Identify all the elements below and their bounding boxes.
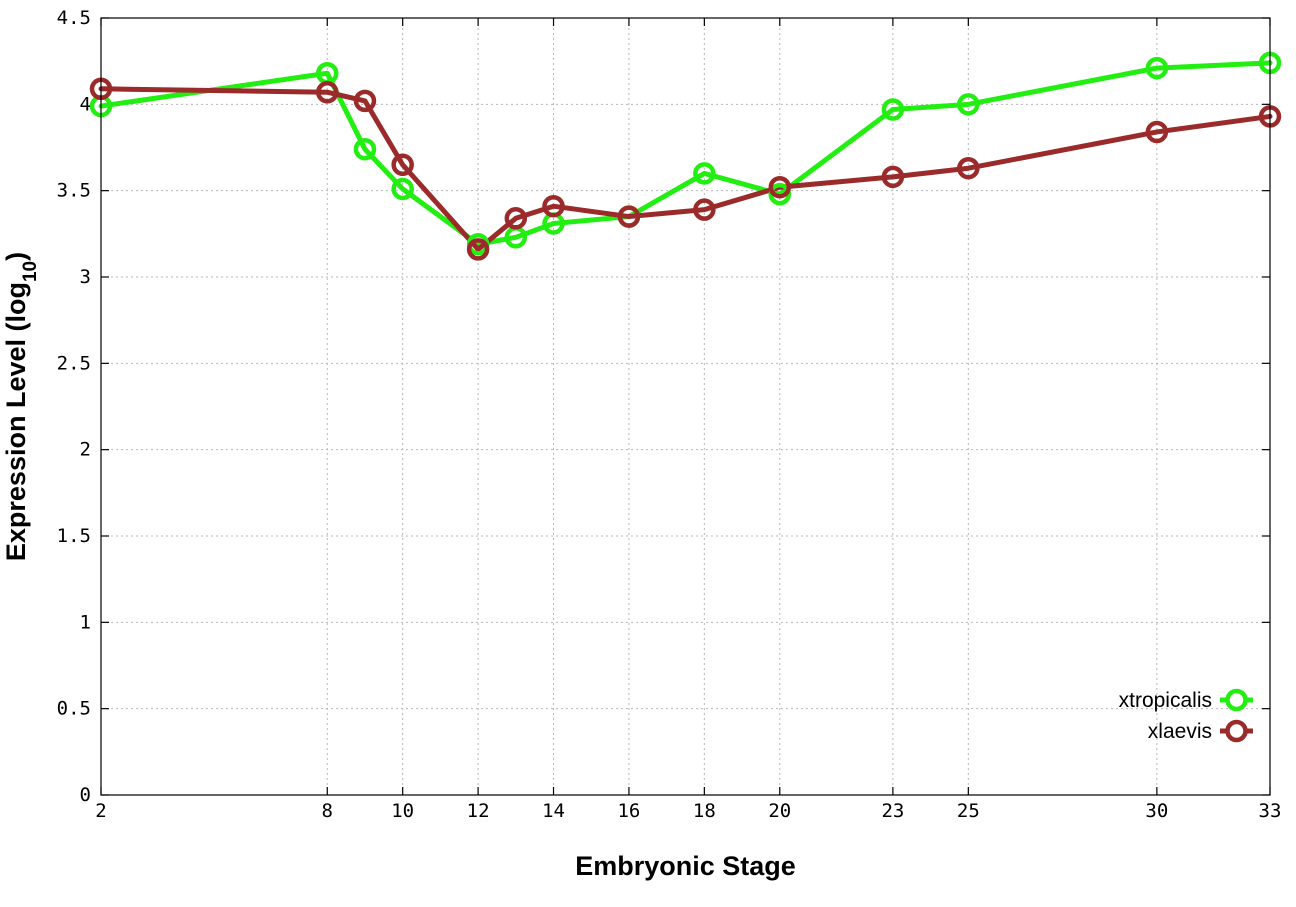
y-tick-label: 4.5 bbox=[57, 7, 91, 29]
data-point-xtropicalis bbox=[391, 177, 414, 201]
data-point-xlaevis bbox=[1145, 120, 1169, 144]
y-tick-label: 3 bbox=[80, 266, 91, 288]
data-point-xtropicalis bbox=[1145, 56, 1169, 80]
plot-frame bbox=[100, 17, 1271, 796]
y-tick-label: 1.5 bbox=[57, 525, 91, 547]
x-tick-label: 2 bbox=[95, 800, 106, 822]
data-point-xlaevis bbox=[391, 153, 414, 177]
x-tick-label: 20 bbox=[768, 800, 791, 822]
y-axis-title-subscript: 10 bbox=[20, 261, 41, 282]
legend-label-xlaevis: xlaevis bbox=[1148, 720, 1212, 743]
legend: xtropicalis xlaevis bbox=[1119, 688, 1253, 743]
data-point-xtropicalis bbox=[693, 162, 716, 185]
y-axis-title-close: ) bbox=[1, 252, 31, 261]
x-tick-label: 12 bbox=[467, 800, 490, 822]
x-tick-label: 33 bbox=[1259, 800, 1282, 822]
y-tick-label: 4 bbox=[80, 93, 91, 115]
data-point-xlaevis bbox=[693, 198, 716, 221]
x-tick-label: 14 bbox=[542, 800, 565, 822]
y-tick-label: 1 bbox=[80, 611, 91, 633]
series-line-xlaevis bbox=[98, 86, 1273, 252]
y-tick-label: 3.5 bbox=[57, 180, 91, 202]
x-tick-label: 30 bbox=[1145, 800, 1168, 822]
y-tick-label: 0 bbox=[80, 784, 91, 806]
x-tick-label: 23 bbox=[881, 800, 904, 822]
data-point-xlaevis bbox=[353, 89, 377, 113]
x-tick-label: 10 bbox=[391, 800, 414, 822]
x-tick-labels: 2 8 10 12 14 16 18 20 23 25 30 33 bbox=[95, 800, 1281, 822]
data-point-xlaevis bbox=[617, 205, 641, 228]
x-tick-label: 25 bbox=[957, 800, 980, 822]
data-point-xtropicalis bbox=[957, 93, 980, 116]
data-point-xtropicalis bbox=[881, 98, 905, 121]
data-point-xlaevis bbox=[768, 175, 792, 199]
y-axis-title: Expression Level (log10) bbox=[1, 252, 41, 561]
legend-marker-xtropicalis bbox=[1225, 688, 1248, 712]
y-tick-labels: 0 0.5 1 1.5 2 2.5 3 3.5 4 4.5 bbox=[57, 7, 91, 806]
x-axis-title: Embryonic Stage bbox=[575, 851, 796, 881]
data-point-xlaevis bbox=[504, 207, 528, 230]
x-tick-label: 16 bbox=[617, 800, 640, 822]
legend-label-xtropicalis: xtropicalis bbox=[1119, 689, 1212, 712]
x-tick-label: 8 bbox=[322, 800, 333, 822]
axis-ticks bbox=[100, 17, 1271, 796]
data-point-xlaevis bbox=[957, 156, 980, 180]
y-axis-title-main: Expression Level (log bbox=[1, 282, 31, 561]
grid bbox=[101, 18, 1270, 795]
y-tick-label: 2 bbox=[80, 439, 91, 461]
data-point-xlaevis bbox=[466, 238, 490, 261]
series-layer bbox=[89, 51, 1282, 261]
legend-marker-xlaevis bbox=[1225, 719, 1248, 743]
y-tick-label: 2.5 bbox=[57, 352, 91, 374]
data-point-xtropicalis bbox=[768, 182, 792, 206]
data-point-xlaevis bbox=[316, 80, 339, 104]
data-point-xlaevis bbox=[542, 194, 565, 218]
y-tick-label: 0.5 bbox=[57, 698, 91, 720]
data-point-xtropicalis bbox=[353, 137, 377, 161]
x-tick-label: 18 bbox=[693, 800, 716, 822]
data-point-xlaevis bbox=[881, 165, 905, 189]
